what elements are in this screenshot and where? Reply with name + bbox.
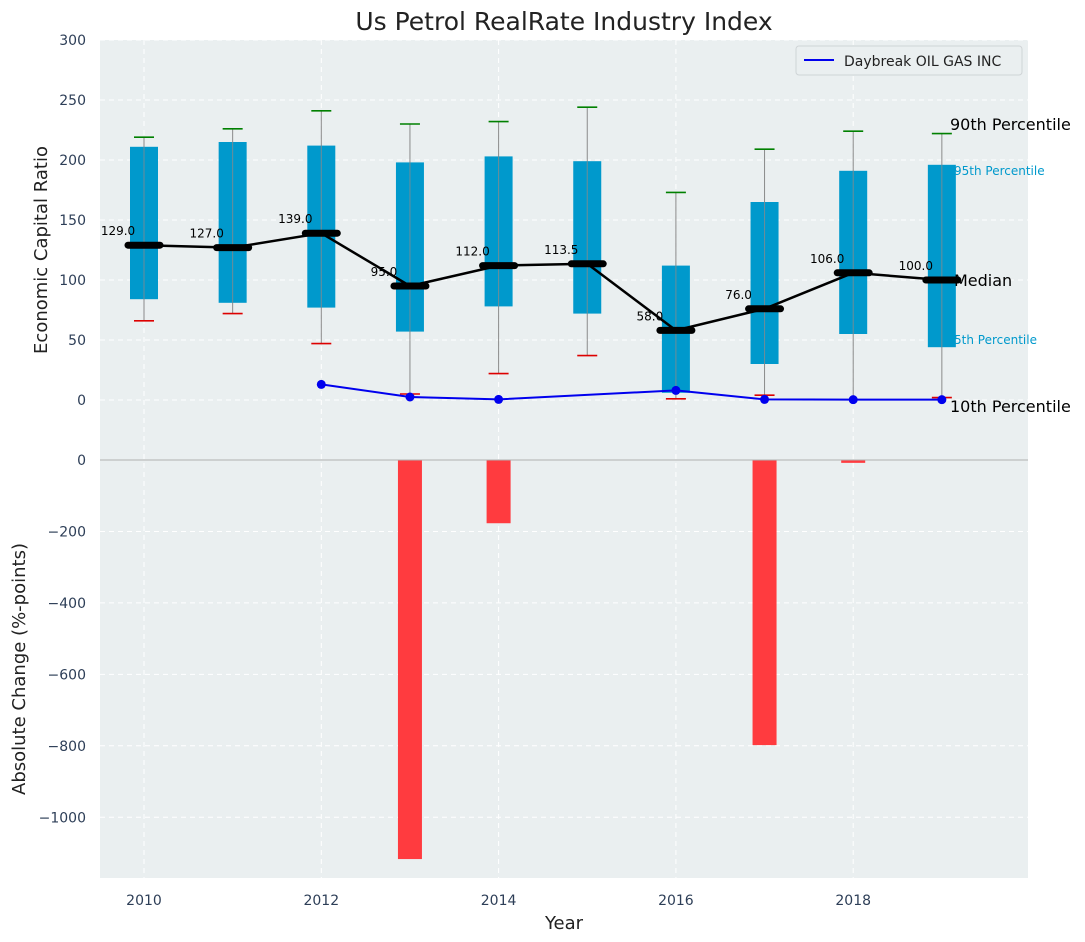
change-bar-2013	[397, 460, 422, 860]
legend-label: Daybreak OIL GAS INC	[844, 54, 1001, 70]
top-y-tick-label: 250	[59, 93, 86, 109]
median-series: 129.0 127.0 139.0 95.0 112.0 113.5 58.0 76.0 106…	[101, 212, 962, 334]
change-bar-2017	[752, 460, 777, 746]
gridlines	[100, 39, 1028, 878]
top-y-tick-label: 100	[59, 273, 86, 289]
median-label-2015: 113.5	[544, 243, 578, 257]
x-axis-label: Year	[544, 913, 584, 934]
percentile-boxes	[130, 106, 956, 400]
top-y-axis-label: Economic Capital Ratio	[31, 146, 52, 354]
chart-title: Us Petrol RealRate Industry Index	[355, 7, 772, 36]
bottom-y-tick-label: −200	[48, 524, 86, 540]
legend: Daybreak OIL GAS INC	[795, 45, 1023, 76]
median-label-2013: 95.0	[371, 265, 398, 279]
top-y-tick-label: 150	[59, 213, 86, 229]
top-plot-area	[100, 40, 1028, 460]
median-label-2012: 139.0	[278, 212, 312, 226]
median-label-2014: 112.0	[455, 245, 489, 259]
bottom-y-axis-label: Absolute Change (%-points)	[9, 543, 30, 795]
company-point-2017	[760, 394, 770, 404]
bottom-y-tick-label: 0	[77, 453, 86, 469]
top-y-tick-label: 200	[59, 153, 86, 169]
x-tick-label: 2012	[303, 893, 339, 909]
company-series	[316, 379, 947, 405]
annotation-p90: 90th Percentile	[950, 115, 1071, 134]
bottom-y-tick-label: −400	[48, 596, 86, 612]
company-point-2016	[671, 385, 681, 395]
axis-ticks: 2010 2012 2014 2016 2018 0 50 100 150 200 250 300 0 −…	[39, 33, 871, 909]
median-label-2019: 100.0	[899, 259, 933, 273]
top-y-tick-label: 0	[77, 393, 86, 409]
median-label-2010: 129.0	[101, 224, 135, 238]
annotation-median: Median	[954, 271, 1012, 290]
annotation-p10: 10th Percentile	[950, 397, 1071, 416]
company-point-2019	[937, 395, 947, 405]
median-label-2016: 58.0	[637, 309, 664, 323]
company-point-2018	[848, 395, 858, 405]
x-tick-label: 2016	[658, 893, 694, 909]
change-bars	[397, 460, 866, 860]
median-label-2017: 76.0	[725, 288, 752, 302]
bottom-plot-area	[100, 460, 1028, 878]
annotation-p5: 5th Percentile	[954, 333, 1037, 347]
company-point-2014	[494, 394, 504, 404]
company-point-2012	[316, 379, 326, 389]
legend-box	[795, 45, 1023, 76]
bottom-y-tick-label: −1000	[39, 810, 86, 826]
x-tick-label: 2018	[835, 893, 871, 909]
change-bar-2018	[841, 460, 866, 463]
median-label-2018: 106.0	[810, 252, 844, 266]
bottom-y-tick-label: −800	[48, 739, 86, 755]
company-point-2013	[405, 392, 415, 402]
change-bar-2014	[486, 460, 511, 524]
median-label-2011: 127.0	[189, 227, 223, 241]
median-line	[143, 231, 942, 332]
x-tick-label: 2014	[481, 893, 517, 909]
top-y-tick-label: 300	[59, 33, 86, 49]
x-tick-label: 2010	[126, 893, 162, 909]
annotation-p95: 95th Percentile	[954, 164, 1045, 178]
bottom-y-tick-label: −600	[48, 667, 86, 683]
top-y-tick-label: 50	[68, 333, 86, 349]
